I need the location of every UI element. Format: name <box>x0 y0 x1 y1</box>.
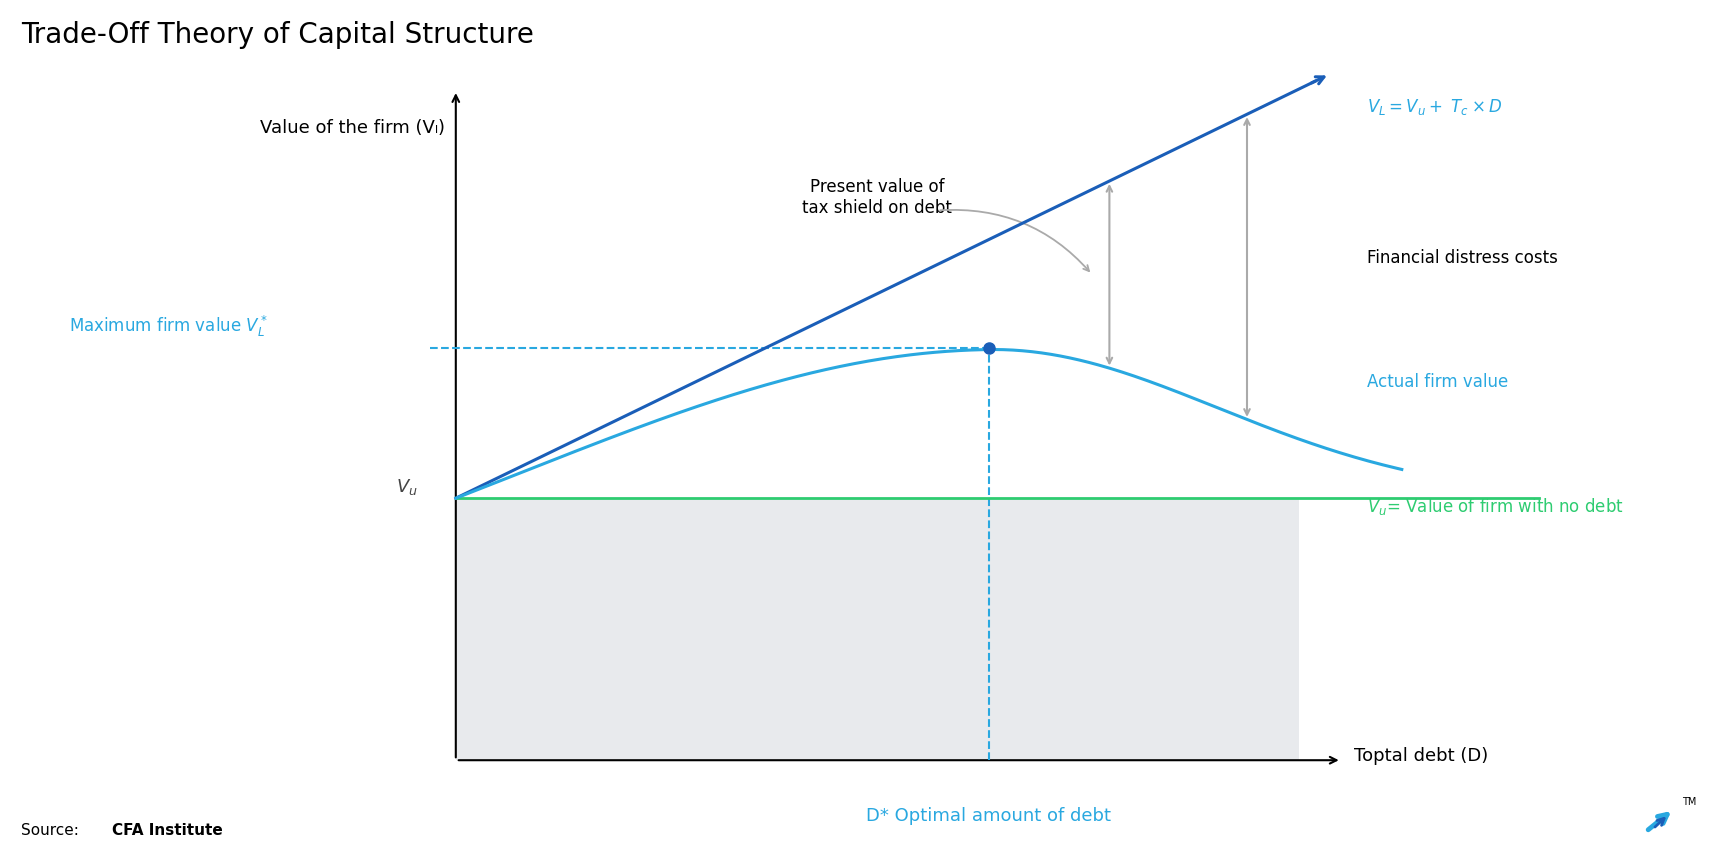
Text: Value of the firm (Vₗ): Value of the firm (Vₗ) <box>260 119 445 137</box>
Text: Source:: Source: <box>21 823 83 838</box>
Text: $V_u$= Value of firm with no debt: $V_u$= Value of firm with no debt <box>1367 497 1624 517</box>
Text: CFA Institute: CFA Institute <box>112 823 222 838</box>
Text: $V_u$: $V_u$ <box>396 477 418 497</box>
Text: TM: TM <box>1682 797 1696 807</box>
Text: D* Optimal amount of debt: D* Optimal amount of debt <box>867 807 1111 825</box>
Text: Trade-Off Theory of Capital Structure: Trade-Off Theory of Capital Structure <box>21 21 533 50</box>
Bar <box>456 107 1299 498</box>
Text: Maximum firm value $V_L^*$: Maximum firm value $V_L^*$ <box>69 314 268 339</box>
Text: Toptal debt (D): Toptal debt (D) <box>1354 747 1488 765</box>
Text: $V_L = V_u+\ T_c \times D$: $V_L = V_u+\ T_c \times D$ <box>1367 97 1503 118</box>
Bar <box>456 107 1299 760</box>
Text: Actual firm value: Actual firm value <box>1367 374 1508 391</box>
Text: Financial distress costs: Financial distress costs <box>1367 249 1558 266</box>
Text: Present value of
tax shield on debt: Present value of tax shield on debt <box>802 178 953 217</box>
